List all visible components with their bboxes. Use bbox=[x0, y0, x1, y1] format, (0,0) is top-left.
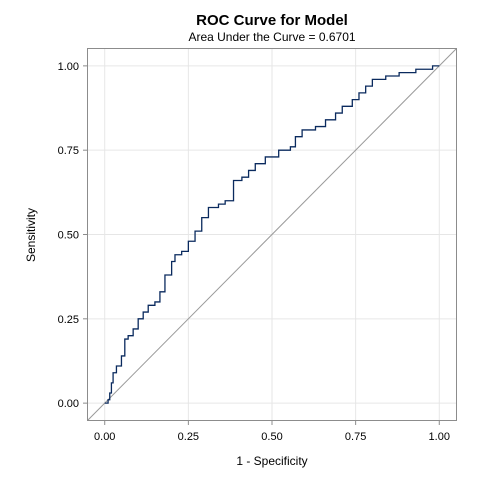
grid-lines bbox=[88, 49, 456, 420]
x-axis-label: 1 - Specificity bbox=[236, 454, 307, 468]
y-axis: 0.00 0.25 0.50 0.75 1.00 bbox=[58, 61, 88, 410]
y-tick-label: 0.50 bbox=[58, 230, 79, 242]
chart-subtitle: Area Under the Curve = 0.6701 bbox=[188, 30, 355, 44]
roc-curve-line bbox=[104, 65, 440, 404]
y-tick-label: 0.75 bbox=[58, 145, 79, 157]
y-tick-label: 1.00 bbox=[58, 61, 79, 73]
y-tick-label: 0.25 bbox=[58, 314, 79, 326]
x-axis: 0.00 0.25 0.50 0.75 1.00 bbox=[94, 420, 450, 443]
x-tick-label: 1.00 bbox=[429, 431, 450, 443]
y-axis-label: Sensitivity bbox=[24, 208, 38, 262]
reference-diagonal-line bbox=[87, 48, 457, 421]
chart-title: ROC Curve for Model bbox=[196, 12, 348, 29]
x-tick-label: 0.25 bbox=[178, 431, 199, 443]
y-tick-label: 0.00 bbox=[58, 398, 79, 410]
x-tick-label: 0.00 bbox=[94, 431, 115, 443]
x-tick-label: 0.50 bbox=[261, 431, 282, 443]
x-tick-label: 0.75 bbox=[345, 431, 366, 443]
